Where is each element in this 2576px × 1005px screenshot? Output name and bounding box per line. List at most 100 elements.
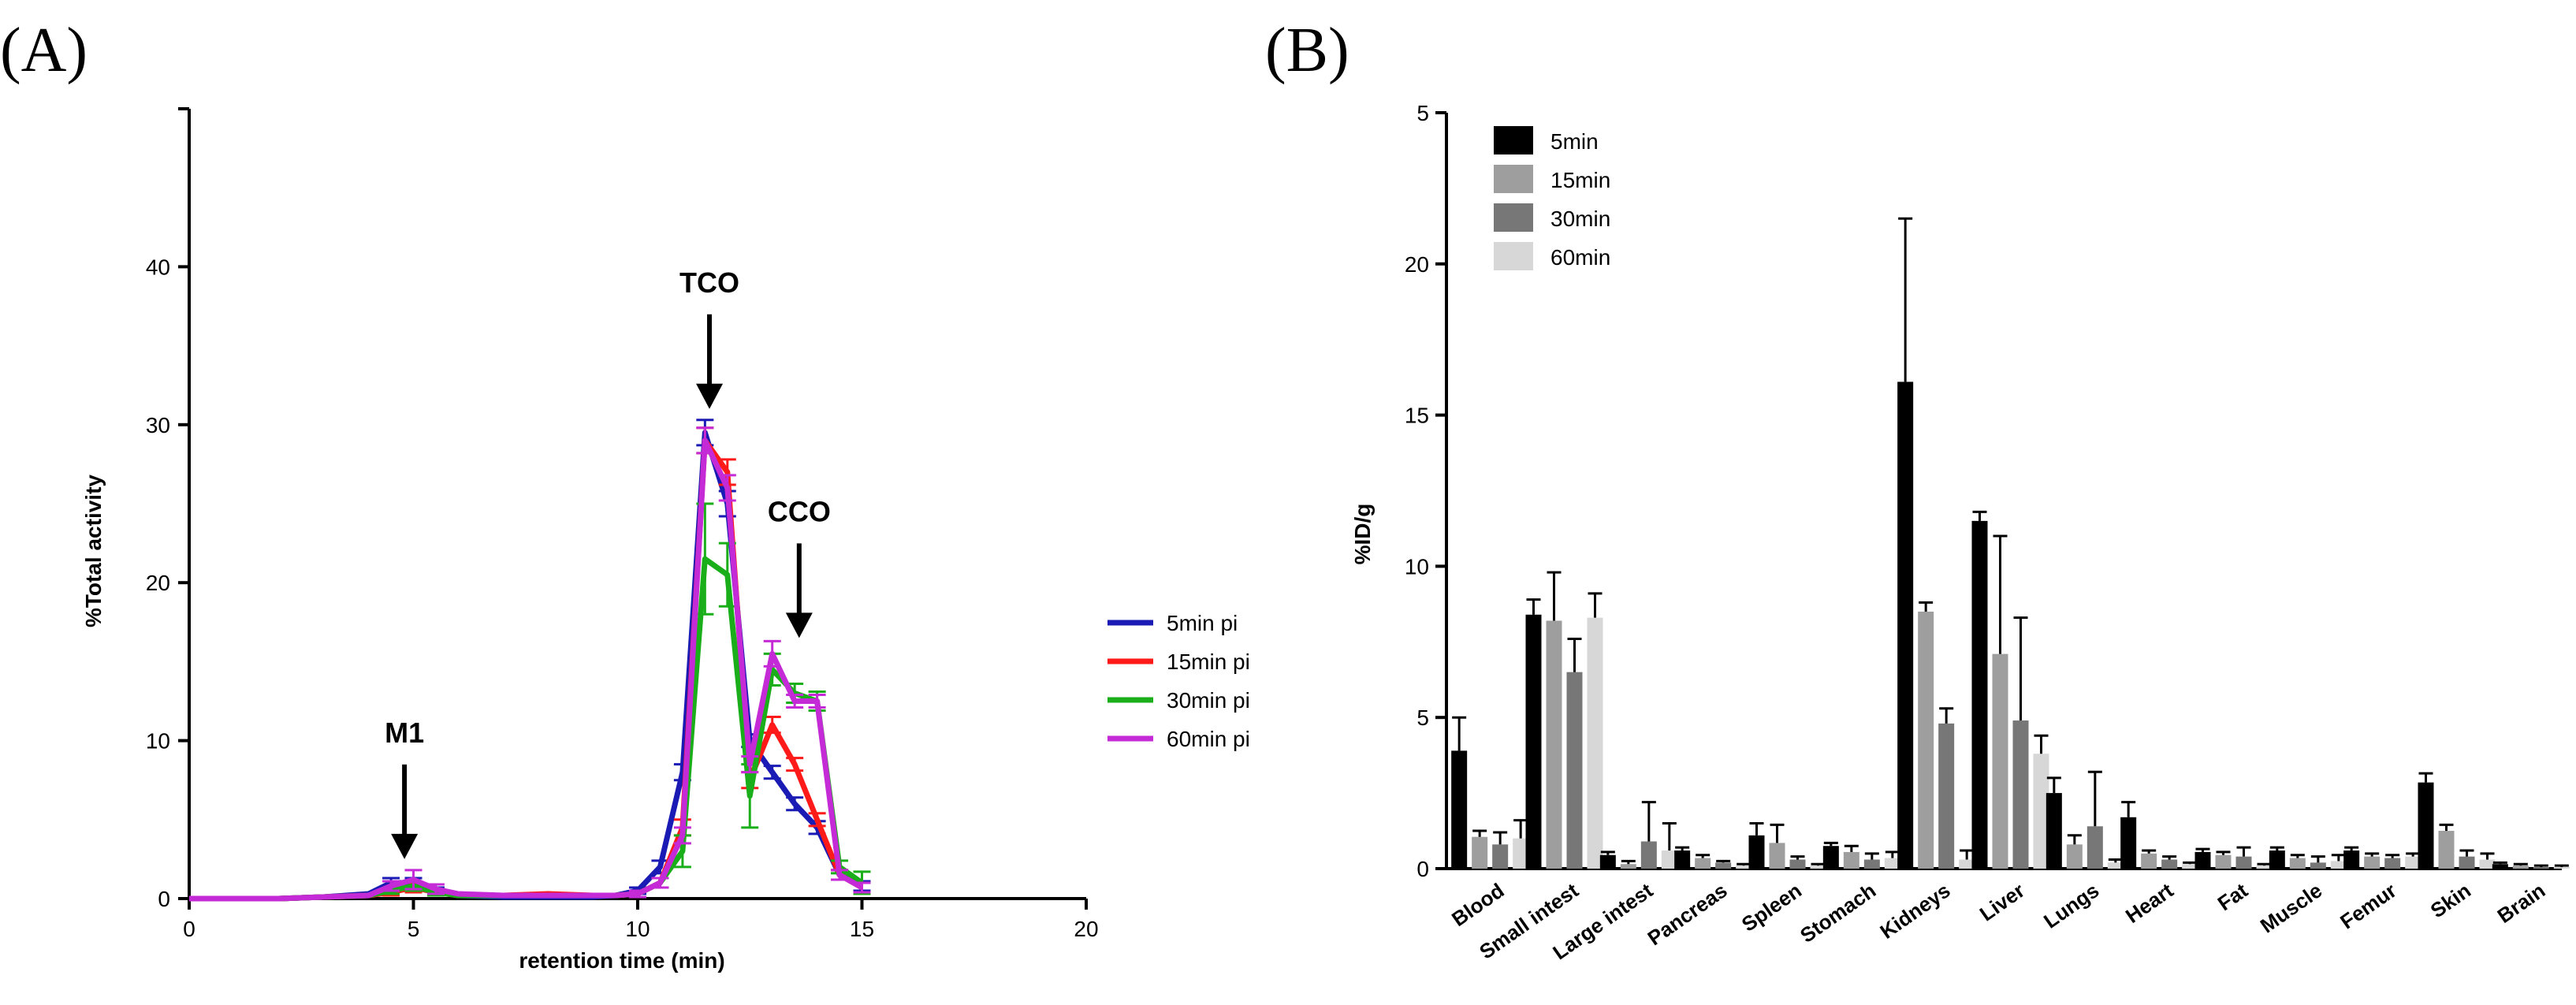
bar-5min: [2492, 864, 2508, 869]
legend-swatch: [1494, 203, 1533, 232]
legend-label: 5min pi: [1167, 611, 1238, 635]
category-label: Fat: [2213, 878, 2252, 915]
bar-15min: [2289, 858, 2306, 869]
legend-label: 30min: [1550, 207, 1610, 231]
category-label: Femur: [2336, 878, 2400, 933]
bar-group-kidneys: [1897, 217, 1975, 869]
bar-15min: [1620, 864, 1636, 869]
bar-60min: [2405, 856, 2422, 869]
series-line: [189, 437, 864, 902]
bar-5min: [1599, 854, 1616, 869]
bar-5min: [1674, 850, 1691, 869]
bar-group-brain: [2492, 861, 2570, 869]
bar-30min: [2161, 859, 2178, 869]
bar-15min: [2066, 844, 2083, 869]
bar-group-fat: [2194, 846, 2273, 869]
legend-label: 15min pi: [1167, 650, 1250, 674]
y-tick-label: 10: [1405, 554, 1429, 579]
category-label: Lungs: [2039, 878, 2103, 932]
bar-30min: [1492, 844, 1509, 869]
y-tick-label: 0: [1416, 857, 1429, 881]
annotation-tco: TCO: [679, 266, 739, 409]
y-axis-title: %Total activity: [81, 475, 106, 627]
annotation-cco: CCO: [768, 495, 831, 638]
arrow-head-icon: [696, 383, 724, 409]
x-tick-label: 0: [183, 917, 195, 941]
bar-60min: [2033, 754, 2049, 869]
bar-5min: [2194, 851, 2211, 869]
bar-5min: [1748, 835, 1765, 869]
bar-group-blood: [1451, 716, 1529, 869]
bar-60min: [2479, 859, 2496, 869]
bar-15min: [1695, 858, 1711, 869]
x-tick-label: 5: [408, 917, 420, 941]
y-tick-label: 20: [1405, 252, 1429, 277]
bar-60min: [1959, 859, 1975, 869]
legend-label: 15min: [1550, 168, 1610, 192]
bar-15min: [2364, 856, 2381, 869]
arrow-head-icon: [391, 833, 419, 859]
annotation-label: M1: [385, 717, 424, 749]
category-label: Liver: [1975, 878, 2029, 925]
arrow-head-icon: [785, 612, 813, 638]
panel-label-a: (A): [0, 16, 87, 85]
bar-5min: [2343, 850, 2360, 869]
y-tick-label: 0: [158, 887, 170, 911]
annotation-label: TCO: [679, 266, 739, 299]
bar-5min: [2120, 817, 2137, 869]
bar-30min: [1863, 859, 1880, 869]
y-tick-label: 5: [1416, 705, 1429, 730]
annotation-m1: M1: [385, 717, 424, 859]
x-tick-label: 20: [1074, 917, 1098, 941]
legend-swatch: [1494, 126, 1533, 154]
bar-60min: [1661, 850, 1677, 869]
x-tick-label: 15: [850, 917, 874, 941]
legend-label: 60min pi: [1167, 727, 1250, 751]
bar-30min: [2310, 862, 2326, 869]
bar-5min: [1525, 614, 1542, 869]
bar-5min: [1897, 382, 1914, 869]
bar-60min: [2553, 867, 2570, 869]
legend-label: 30min pi: [1167, 688, 1250, 713]
y-tick-label: 15: [1405, 404, 1429, 428]
bar-30min: [2086, 826, 2103, 869]
bar-60min: [1884, 858, 1900, 869]
bar-15min: [2141, 853, 2157, 869]
bar-30min: [2384, 858, 2401, 869]
bar-60min: [2107, 862, 2124, 869]
bar-15min: [2438, 831, 2455, 869]
bar-30min: [1789, 859, 1806, 869]
bar-group-stomach: [1822, 841, 1900, 869]
category-label: Blood: [1447, 878, 1509, 931]
category-label: Heart: [2121, 878, 2178, 928]
bar-30min: [2012, 720, 2029, 869]
series-line: [189, 430, 864, 902]
x-axis-title: retention time (min): [519, 948, 724, 973]
category-label: Stomach: [1796, 878, 1880, 947]
bar-5min: [1971, 520, 1988, 869]
category-label: Brain: [2493, 878, 2550, 928]
bar-60min: [1810, 865, 1826, 869]
bar-15min: [1843, 851, 1859, 869]
bar-60min: [1513, 838, 1529, 869]
bar-group-lungs: [2046, 770, 2124, 869]
bar-15min: [2215, 854, 2232, 869]
y-tick-label: 10: [146, 729, 170, 754]
legend-label: 60min: [1550, 245, 1610, 270]
y-axis-title: %ID/g: [1350, 504, 1375, 565]
category-label: Pancreas: [1644, 878, 1732, 950]
y-tick-label: 20: [146, 571, 170, 595]
bar-group-muscle: [2269, 846, 2347, 869]
series-line: [189, 556, 864, 902]
bar-60min: [2330, 861, 2347, 869]
bar-5min: [2418, 782, 2434, 869]
bar-30min: [2459, 856, 2475, 869]
category-label: Skin: [2426, 878, 2475, 922]
bar-group-skin: [2418, 772, 2496, 869]
annotation-label: CCO: [768, 495, 831, 527]
y-top-tick-label: 5: [1416, 101, 1429, 125]
bar-15min: [1918, 611, 1934, 869]
bar-60min: [1736, 865, 1752, 869]
bar-30min: [1640, 841, 1657, 869]
